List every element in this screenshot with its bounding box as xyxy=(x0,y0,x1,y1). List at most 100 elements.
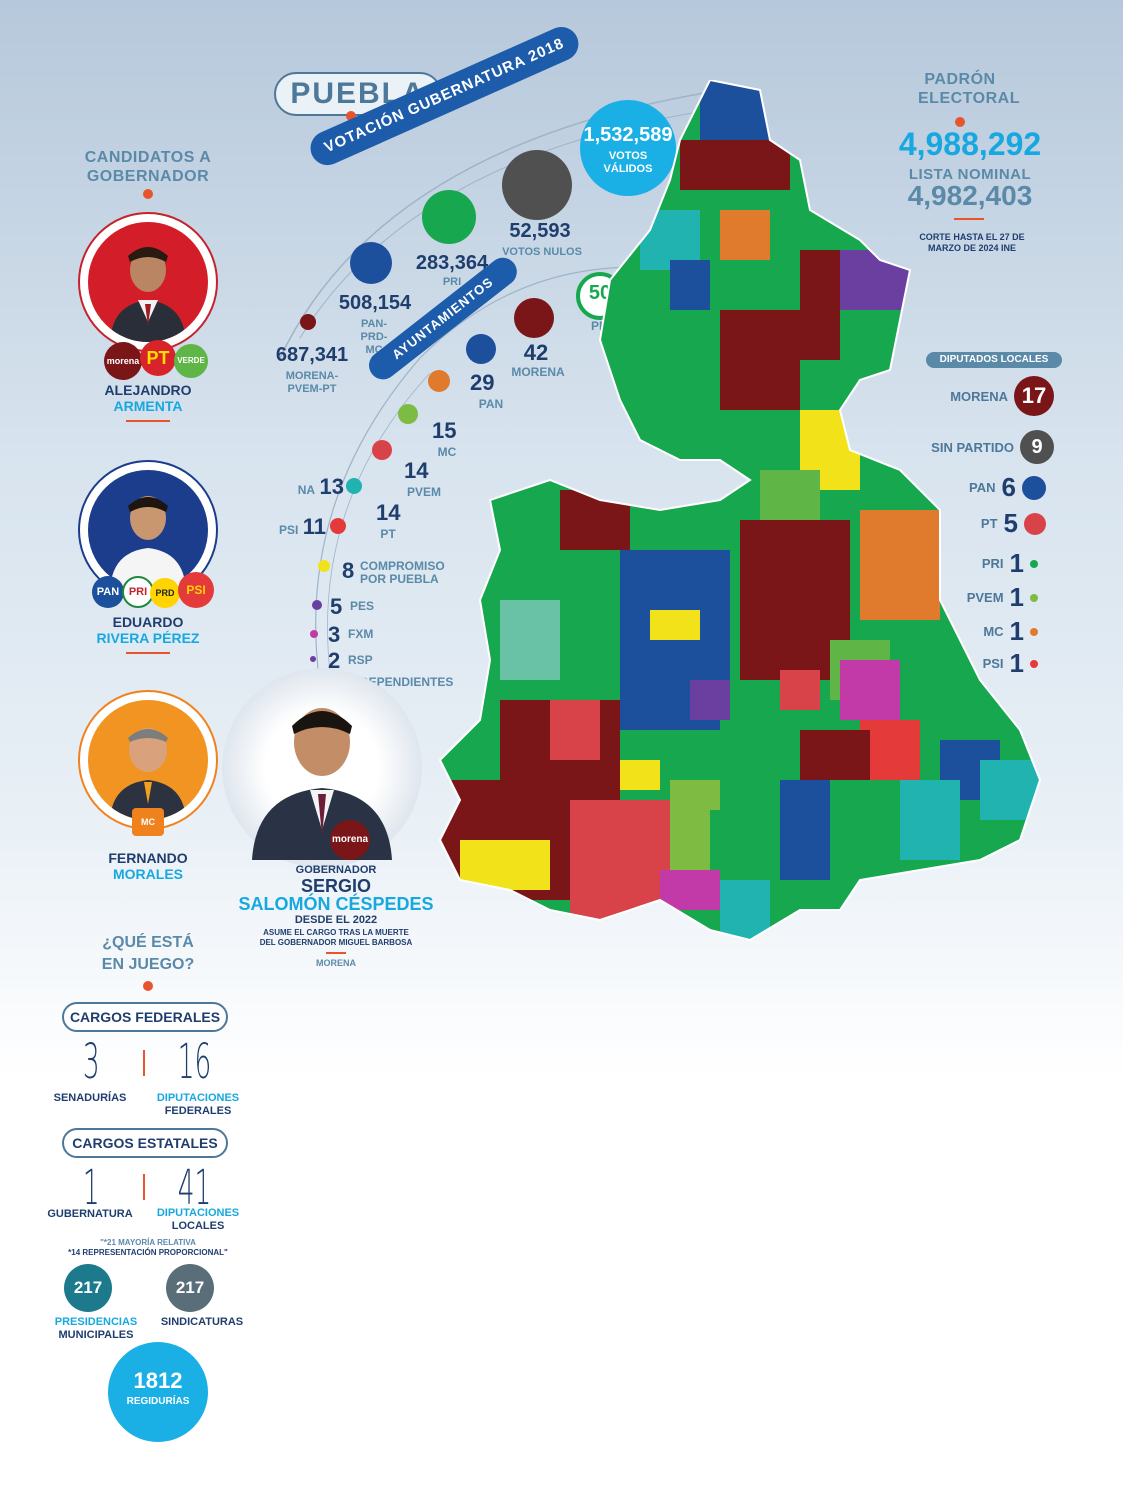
ayunt-psi-row: PSI 11 xyxy=(266,514,326,540)
diputados-pan-value: 6 xyxy=(1001,472,1016,502)
pan-logo: PAN xyxy=(92,576,124,608)
lista-nominal-label: LISTA NOMINAL xyxy=(908,166,1032,183)
state-separator xyxy=(143,1174,145,1200)
diputados-pan-row: PAN 6 xyxy=(880,472,1046,503)
municipalities-layer xyxy=(440,80,1040,940)
ayunt-pvem-label: PVEM xyxy=(406,485,441,499)
padron-note: CORTE HASTA EL 27 DE MARZO DE 2024 INE xyxy=(919,232,1025,253)
diputados-pri-row: PRI 1 xyxy=(880,548,1038,579)
title-dot xyxy=(346,111,356,121)
pan-vote-bubble xyxy=(350,242,392,284)
candidate-portrait-rivera xyxy=(88,470,208,590)
diputados-sinpartido-row: SIN PARTIDO 9 xyxy=(880,430,1054,464)
lista-nominal-value: 4,982,403 xyxy=(907,180,1033,211)
votos-validos-value: 1,532,589 xyxy=(583,124,673,146)
candidate-card-rivera: PAN PRI PRD PSI EDUARDO RIVERA PÉREZ xyxy=(78,460,218,656)
diputados-pt-row: PT 5 xyxy=(880,508,1046,539)
diputados-pri-dot xyxy=(1030,559,1038,568)
divider xyxy=(126,420,170,422)
senadurias-value: 3 xyxy=(66,1034,116,1090)
sindicaturas-label: SINDICATURAS xyxy=(160,1316,244,1328)
diputados-psi-value: 1 xyxy=(1009,648,1024,678)
ayunt-pes-label: PES xyxy=(350,599,375,613)
diputados-psi-label: PSI xyxy=(982,656,1004,671)
ayunt-pes-value: 5 xyxy=(330,594,343,619)
ayunt-mc-label: MC xyxy=(437,445,457,459)
candidate-first-name: FERNANDO xyxy=(108,850,188,866)
candidate-last-name: MORALES xyxy=(113,866,183,882)
pan-vote-value: 508,154 xyxy=(338,292,412,314)
cargos-estatales-box: CARGOS ESTATALES xyxy=(62,1128,228,1158)
padron-heading: PADRÓN ELECTORAL xyxy=(918,71,1020,107)
diputados-morena-row: MORENA 17 xyxy=(880,376,1054,416)
gubernatura-value: 1 xyxy=(66,1160,116,1216)
dipfed-value: 16 xyxy=(164,1034,224,1090)
diploc-note-2: *14 REPRESENTACIÓN PROPORCIONAL" xyxy=(68,1248,228,1257)
ayunt-na-bubble xyxy=(346,478,362,494)
ayunt-mc-bubble xyxy=(428,370,450,392)
ayunt-pan-label: PAN xyxy=(478,397,504,411)
dipfed-label-1: DIPUTACIONES xyxy=(156,1092,240,1104)
ayunt-psi-value: 11 xyxy=(302,514,326,539)
ayunt-rsp-bubble xyxy=(310,656,316,662)
votos-validos-bubble xyxy=(580,100,676,196)
diploc-label-2: LOCALES xyxy=(171,1220,225,1232)
candidate-last-name: RIVERA PÉREZ xyxy=(96,630,200,646)
ayunt-morena-label: MORENA xyxy=(511,365,565,379)
diputados-psi-row: PSI 1 xyxy=(880,648,1038,679)
diputados-mc-row: MC 1 xyxy=(880,616,1038,647)
diputados-sinpartido-label: SIN PARTIDO xyxy=(931,439,1014,455)
ayunt-pt-label: PT xyxy=(380,527,396,541)
diputados-pt-value: 5 xyxy=(1003,508,1018,538)
morena-vote-bubble xyxy=(300,314,316,330)
diputados-pt-label: PT xyxy=(980,516,998,531)
candidate-card-morales: MC FERNANDO MORALES xyxy=(78,690,218,886)
diputados-morena-badge: 17 xyxy=(1014,376,1054,416)
diputados-pan-dot xyxy=(1022,475,1046,500)
presidencias-label-2: MUNICIPALES xyxy=(58,1329,134,1341)
presidencias-bubble: 217 xyxy=(64,1264,112,1312)
federal-separator xyxy=(143,1050,145,1076)
governor-note-1: ASUME EL CARGO TRAS LA MUERTE xyxy=(263,928,409,937)
mc-logo: MC xyxy=(132,808,164,836)
governor-divider xyxy=(326,952,346,954)
governor-portrait xyxy=(252,708,392,860)
governor-party: MORENA xyxy=(316,958,356,968)
divider xyxy=(126,652,170,654)
governor-last-name: SALOMÓN CÉSPEDES xyxy=(238,894,434,914)
juego-heading-1: ¿QUÉ ESTÁ xyxy=(102,934,194,951)
senadurias-number: 3 xyxy=(82,1034,100,1090)
votos-nulos-label: VOTOS NULOS xyxy=(502,246,582,258)
cargos-federales-box: CARGOS FEDERALES xyxy=(62,1002,228,1032)
candidate-portrait-morales xyxy=(88,700,208,820)
diputados-pvem-row: PVEM 1 xyxy=(880,582,1038,613)
prd-logo: PRD xyxy=(150,578,180,608)
ayunt-cp-label: COMPROMISO POR PUEBLA xyxy=(360,559,445,586)
ayunt-morena-bubble xyxy=(514,298,554,338)
diputados-pvem-dot xyxy=(1030,593,1038,602)
candidate-card-armenta: morena PT VERDE ALEJANDRO ARMENTA xyxy=(78,212,218,424)
pan-vote-label: PAN-PRD-MC xyxy=(360,318,388,356)
presidencias-label-1: PRESIDENCIAS xyxy=(54,1316,138,1328)
diputados-sinpartido-badge: 9 xyxy=(1020,430,1054,464)
padron-divider xyxy=(954,218,984,220)
dipfed-label-2: FEDERALES xyxy=(164,1105,232,1117)
ayunt-fxm-label: FXM xyxy=(348,627,374,641)
ayunt-mc-value: 15 xyxy=(432,418,457,443)
candidate-last-name: ARMENTA xyxy=(113,398,183,414)
diputados-mc-label: MC xyxy=(983,624,1004,639)
governor-morena-logo: morena xyxy=(330,820,370,860)
diploc-number: 41 xyxy=(177,1160,212,1216)
votos-nulos-bubble xyxy=(502,150,572,220)
diputados-psi-dot xyxy=(1030,659,1038,668)
governor-role: GOBERNADOR xyxy=(295,864,377,876)
morena-logo: morena xyxy=(104,342,142,380)
diploc-value: 41 xyxy=(164,1160,224,1216)
padron-value: 4,988,292 xyxy=(898,126,1042,162)
psi-logo: PSI xyxy=(178,572,214,608)
diputados-pvem-value: 1 xyxy=(1009,582,1024,612)
candidate-portrait-armenta xyxy=(88,222,208,342)
candidates-dot xyxy=(143,189,153,199)
pvem-logo: VERDE xyxy=(174,344,208,378)
dipfed-number: 16 xyxy=(177,1034,212,1090)
